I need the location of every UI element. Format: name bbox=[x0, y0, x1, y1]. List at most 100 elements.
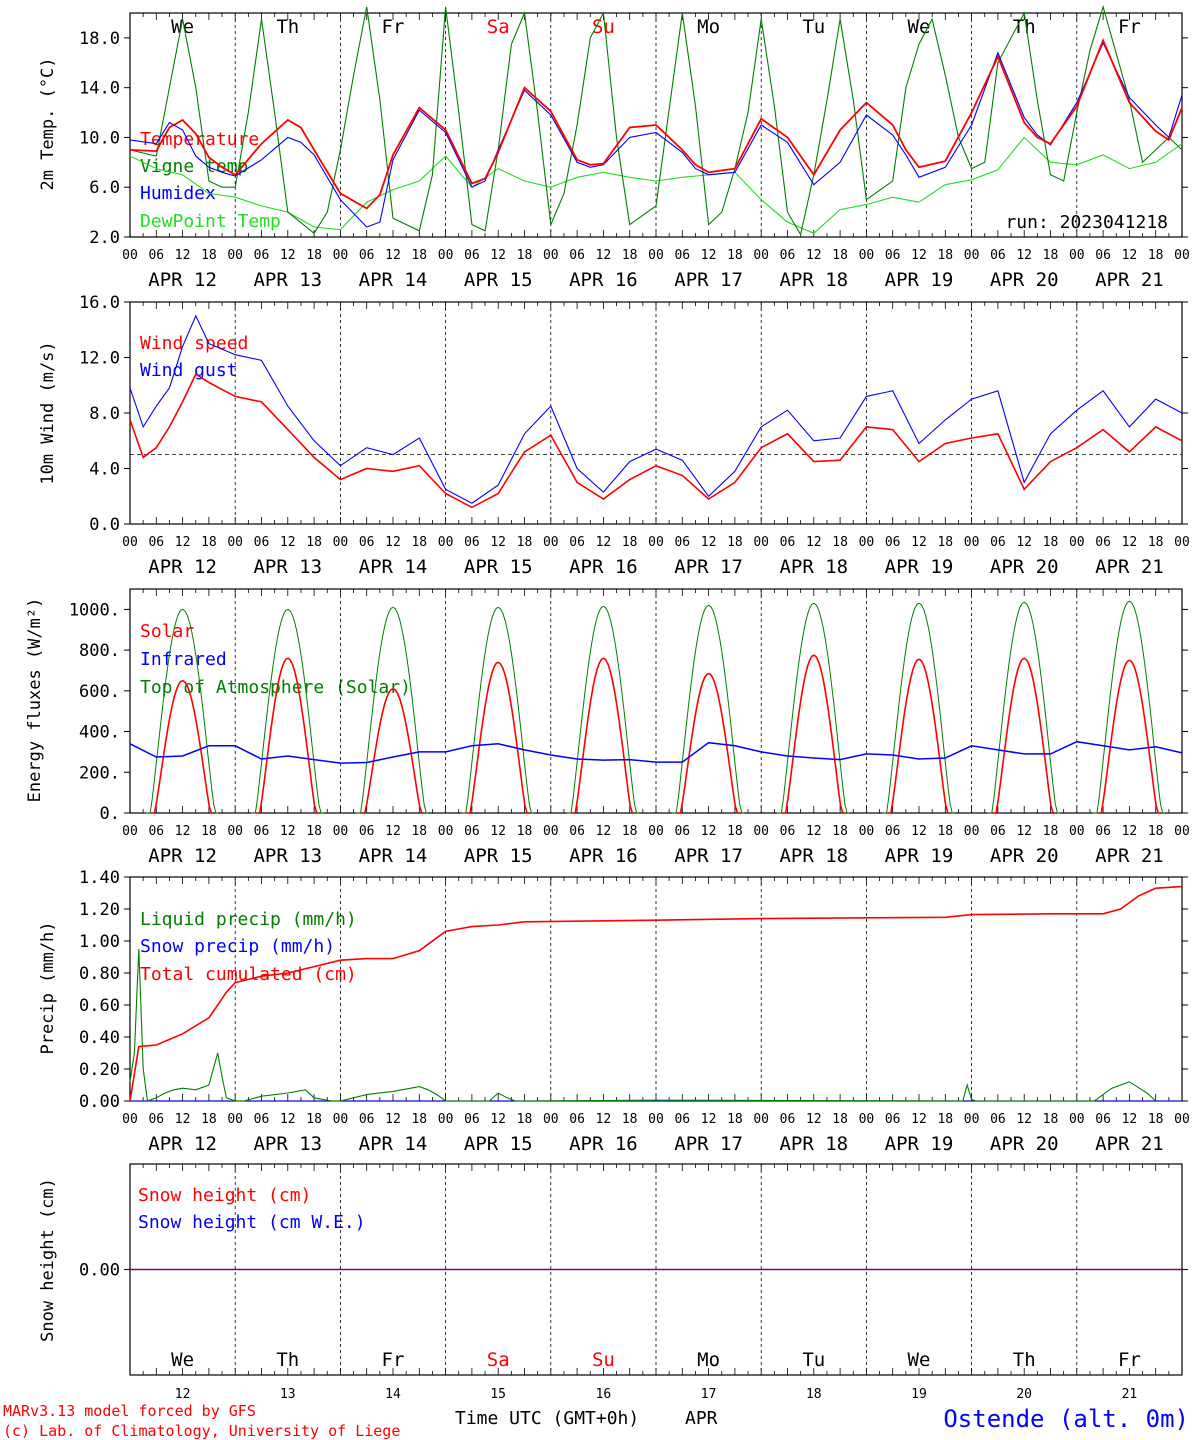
footer-month: APR bbox=[685, 1408, 718, 1429]
weekday-label: Th bbox=[1013, 16, 1036, 38]
y-tick-label: 1.20 bbox=[79, 900, 120, 920]
x-hour-label: 12 bbox=[596, 535, 612, 550]
weekday-label: Th bbox=[276, 1349, 299, 1371]
solar-line bbox=[991, 657, 1056, 814]
x-hour-label: 00 bbox=[227, 1112, 243, 1127]
x-hour-label: 00 bbox=[859, 248, 875, 263]
x-hour-label: 18 bbox=[1043, 824, 1059, 839]
x-date-label: APR 12 bbox=[148, 556, 217, 578]
x-hour-label: 00 bbox=[1069, 248, 1085, 263]
x-date-label: APR 18 bbox=[779, 556, 848, 578]
x-hour-label: 18 bbox=[1148, 535, 1164, 550]
x-hour-label: 00 bbox=[964, 824, 980, 839]
x-date-label: APR 16 bbox=[569, 556, 638, 578]
x-hour-label: 12 bbox=[1122, 535, 1138, 550]
x-day-number: 12 bbox=[175, 1387, 191, 1402]
x-date-label: APR 14 bbox=[359, 1133, 428, 1155]
x-hour-label: 00 bbox=[859, 824, 875, 839]
x-hour-label: 00 bbox=[438, 535, 454, 550]
infrared-line bbox=[129, 740, 1183, 764]
x-hour-label: 06 bbox=[148, 535, 164, 550]
panel-4: 0.00 0.20 0.40 0.60 0.80 1.00 1.20 1.40 00 06 12 18… bbox=[79, 868, 1190, 1155]
vigne-temp-line bbox=[129, 4, 1183, 236]
solar-line bbox=[886, 658, 951, 814]
panel4-ylabel: Precip (mm/h) bbox=[38, 921, 58, 1054]
x-hour-label: 00 bbox=[333, 1112, 349, 1127]
x-hour-label: 18 bbox=[201, 1112, 217, 1127]
legend-dewpoint: DewPoint Temp bbox=[140, 211, 281, 232]
panel1-ylabel: 2m Temp. (°C) bbox=[38, 57, 58, 190]
x-date-label: APR 18 bbox=[779, 269, 848, 291]
legend-wind-gust: Wind gust bbox=[140, 360, 238, 381]
x-hour-label: 00 bbox=[964, 535, 980, 550]
weekday-label: Mo bbox=[697, 1349, 720, 1371]
solar-line bbox=[150, 679, 214, 814]
x-date-label: APR 12 bbox=[148, 845, 217, 867]
toa-solar-line bbox=[987, 601, 1060, 814]
x-hour-label: 06 bbox=[569, 1112, 585, 1127]
x-hour-label: 06 bbox=[359, 824, 375, 839]
x-hour-label: 18 bbox=[201, 248, 217, 263]
x-hour-label: 00 bbox=[438, 248, 454, 263]
y-tick-label: 8.0 bbox=[89, 404, 120, 424]
footer-station: Ostende (alt. 0m) bbox=[943, 1405, 1189, 1433]
x-hour-label: 00 bbox=[648, 535, 664, 550]
x-day-number: 21 bbox=[1122, 1387, 1138, 1402]
weekday-label: We bbox=[171, 16, 194, 38]
x-hour-label: 18 bbox=[306, 248, 322, 263]
x-hour-label: 18 bbox=[1148, 248, 1164, 263]
x-hour-label: 18 bbox=[832, 824, 848, 839]
x-hour-label: 06 bbox=[885, 248, 901, 263]
x-date-label: APR 18 bbox=[779, 845, 848, 867]
x-hour-label: 12 bbox=[385, 1112, 401, 1127]
x-date-label: APR 20 bbox=[990, 556, 1059, 578]
x-hour-label: 12 bbox=[596, 824, 612, 839]
x-hour-label: 00 bbox=[1174, 535, 1190, 550]
x-hour-label: 06 bbox=[1095, 535, 1111, 550]
y-tick-label: 0.60 bbox=[79, 996, 120, 1016]
liquid-precip-line bbox=[129, 948, 1157, 1102]
x-hour-label: 06 bbox=[1095, 1112, 1111, 1127]
x-hour-label: 00 bbox=[1069, 535, 1085, 550]
footer-credit: (c) Lab. of Climatology, University of L… bbox=[3, 1422, 400, 1440]
solar-line bbox=[1097, 659, 1161, 814]
x-hour-label: 12 bbox=[175, 535, 191, 550]
x-hour-label: 18 bbox=[1043, 248, 1059, 263]
x-hour-label: 18 bbox=[517, 1112, 533, 1127]
x-hour-label: 18 bbox=[832, 1112, 848, 1127]
weekday-label: Mo bbox=[697, 16, 720, 38]
x-hour-label: 18 bbox=[201, 824, 217, 839]
y-tick-label: 0.20 bbox=[79, 1060, 120, 1080]
x-hour-label: 00 bbox=[1174, 248, 1190, 263]
x-date-label: APR 21 bbox=[1095, 556, 1164, 578]
x-hour-label: 12 bbox=[911, 535, 927, 550]
x-hour-label: 06 bbox=[885, 824, 901, 839]
x-date-label: APR 16 bbox=[569, 845, 638, 867]
toa-solar-line bbox=[251, 608, 324, 814]
x-hour-label: 12 bbox=[175, 824, 191, 839]
legend-solar: Solar bbox=[140, 621, 194, 642]
x-hour-label: 06 bbox=[885, 1112, 901, 1127]
x-hour-label: 00 bbox=[648, 824, 664, 839]
x-hour-label: 06 bbox=[254, 824, 270, 839]
x-date-label: APR 16 bbox=[569, 1133, 638, 1155]
x-hour-label: 12 bbox=[701, 1112, 717, 1127]
x-hour-label: 00 bbox=[1069, 824, 1085, 839]
x-hour-label: 12 bbox=[1016, 535, 1032, 550]
x-hour-label: 18 bbox=[411, 824, 427, 839]
x-date-label: APR 13 bbox=[253, 556, 322, 578]
y-tick-label: 0.00 bbox=[79, 1092, 120, 1112]
x-hour-label: 06 bbox=[1095, 248, 1111, 263]
y-tick-label: 600. bbox=[79, 682, 120, 702]
y-tick-label: 200. bbox=[79, 763, 120, 783]
x-hour-label: 00 bbox=[333, 824, 349, 839]
x-hour-label: 12 bbox=[490, 535, 506, 550]
y-tick-label: 4.0 bbox=[89, 460, 120, 480]
weekday-label: We bbox=[908, 1349, 931, 1371]
legend-toa-solar: Top of Atmosphere (Solar) bbox=[140, 677, 411, 698]
x-date-label: APR 14 bbox=[359, 845, 428, 867]
toa-solar-line bbox=[1092, 600, 1165, 814]
x-hour-label: 18 bbox=[411, 248, 427, 263]
x-hour-label: 06 bbox=[148, 824, 164, 839]
